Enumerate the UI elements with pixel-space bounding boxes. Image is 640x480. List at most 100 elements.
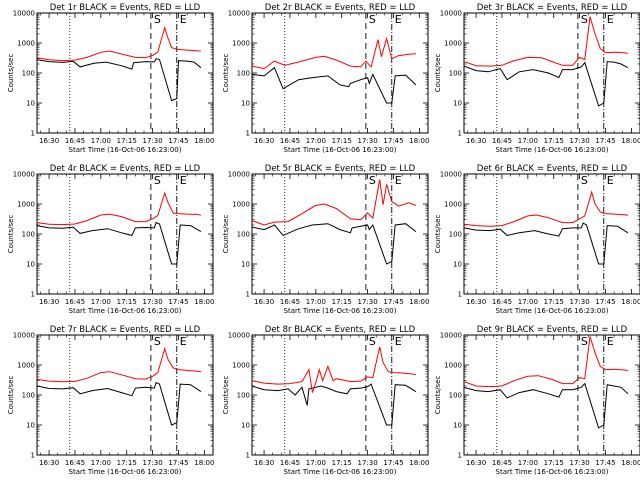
y-tick-label: 1000 (232, 201, 250, 209)
lld-series-line (37, 346, 201, 383)
y-tick-label: 1000 (444, 201, 462, 209)
x-tick-label: 17:45 (168, 459, 188, 467)
marker-label-s: S (369, 13, 376, 26)
marker-label-e: E (607, 335, 614, 348)
y-axis-label: Counts/sec (7, 215, 15, 254)
x-axis-label: Start Time (16-Oct-06 16:23:00) (69, 146, 182, 154)
x-axis-label: Start Time (16-Oct-06 16:23:00) (69, 307, 182, 315)
x-tick-label: 17:00 (91, 137, 111, 145)
x-tick-label: 16:45 (492, 459, 512, 467)
x-tick-label: 16:45 (65, 459, 85, 467)
y-tick-label: 100 (22, 392, 35, 400)
y-axis-label: Counts/sec (7, 54, 15, 93)
x-tick-label: 17:45 (595, 298, 615, 306)
panel-9: Det 9r BLACK = Events, RED = LLD 1 10 100 10… (434, 325, 640, 476)
y-tick-label: 100 (237, 231, 250, 239)
y-tick-label: 1000 (444, 40, 462, 48)
y-tick-label: 1 (246, 130, 250, 138)
x-tick-label: 16:30 (254, 298, 274, 306)
lld-series-line (464, 336, 628, 388)
events-series-line (37, 221, 202, 265)
panel-title: Det 2r BLACK = Events, RED = LLD (265, 3, 416, 13)
y-tick-label: 1 (458, 291, 462, 299)
y-tick-label: 100 (22, 231, 35, 239)
x-tick-label: 18:00 (194, 137, 214, 145)
y-tick-label: 1 (458, 452, 462, 460)
x-tick-label: 17:30 (570, 298, 590, 306)
panel-title: Det 9r BLACK = Events, RED = LLD (477, 325, 628, 335)
x-tick-label: 17:00 (306, 459, 326, 467)
y-tick-label: 10000 (13, 332, 35, 340)
y-tick-label: 10 (453, 100, 462, 108)
y-tick-label: 100 (237, 70, 250, 78)
y-axis-label: Counts/sec (222, 54, 230, 93)
x-axis-label: Start Time (16-Oct-06 16:23:00) (496, 307, 609, 315)
x-tick-label: 16:30 (466, 298, 486, 306)
y-tick-label: 10000 (13, 10, 35, 18)
y-tick-label: 1 (246, 452, 250, 460)
y-tick-label: 1000 (444, 362, 462, 370)
y-tick-label: 1000 (17, 362, 35, 370)
lld-series-line (37, 191, 202, 226)
x-tick-label: 17:15 (117, 459, 137, 467)
y-tick-label: 10000 (440, 171, 462, 179)
lld-series-line (252, 179, 417, 226)
x-tick-label: 18:00 (621, 137, 640, 145)
x-tick-label: 17:45 (595, 459, 615, 467)
x-tick-label: 17:00 (91, 298, 111, 306)
x-tick-label: 17:15 (544, 459, 564, 467)
y-tick-label: 10 (453, 261, 462, 269)
x-tick-label: 17:00 (91, 459, 111, 467)
marker-label-e: E (180, 174, 187, 187)
plot-frame (251, 173, 429, 295)
events-series-line (37, 58, 202, 102)
marker-label-s: S (154, 13, 161, 26)
x-tick-label: 16:30 (39, 298, 59, 306)
panel-7: Det 7r BLACK = Events, RED = LLD 1 10 100 10… (7, 325, 214, 476)
y-tick-label: 1000 (232, 362, 250, 370)
panel-1: Det 1r BLACK = Events, RED = LLD 1 10 100 10… (7, 3, 214, 154)
events-series-line (252, 383, 417, 426)
y-tick-label: 10000 (13, 171, 35, 179)
x-tick-label: 17:30 (143, 459, 163, 467)
x-tick-label: 18:00 (409, 459, 429, 467)
marker-label-s: S (581, 13, 588, 26)
x-tick-label: 18:00 (194, 459, 214, 467)
x-tick-label: 17:15 (117, 137, 137, 145)
x-axis-label: Start Time (16-Oct-06 16:23:00) (284, 468, 397, 476)
events-series-line (252, 66, 417, 104)
plot-frame (251, 12, 429, 134)
x-tick-label: 16:30 (254, 459, 274, 467)
panel-8: Det 8r BLACK = Events, RED = LLD 1 10 100 10… (222, 325, 429, 476)
x-tick-label: 17:30 (143, 137, 163, 145)
y-tick-label: 10000 (440, 10, 462, 18)
x-tick-label: 17:45 (595, 137, 615, 145)
marker-label-s: S (581, 335, 588, 348)
plot-frame (463, 173, 640, 295)
panel-5: Det 5r BLACK = Events, RED = LLD 1 10 100 10… (222, 164, 429, 315)
events-series-line (37, 381, 202, 426)
x-tick-label: 17:00 (518, 137, 538, 145)
x-tick-label: 17:45 (383, 459, 403, 467)
y-tick-label: 1 (31, 291, 35, 299)
x-tick-label: 16:45 (65, 298, 85, 306)
x-tick-label: 17:15 (544, 298, 564, 306)
y-tick-label: 10000 (228, 171, 250, 179)
y-tick-label: 10000 (228, 10, 250, 18)
marker-label-e: E (395, 335, 402, 348)
x-tick-label: 17:45 (383, 137, 403, 145)
events-series-line (464, 222, 629, 265)
events-series-line (464, 382, 629, 429)
x-tick-label: 17:45 (383, 298, 403, 306)
events-series-line (464, 61, 629, 107)
plot-frame (251, 334, 429, 456)
x-tick-label: 16:45 (280, 459, 300, 467)
plot-frame (463, 12, 640, 134)
x-tick-label: 18:00 (409, 298, 429, 306)
marker-label-e: E (180, 335, 187, 348)
y-tick-label: 100 (22, 70, 35, 78)
y-axis-label: Counts/sec (222, 376, 230, 415)
panel-3: Det 3r BLACK = Events, RED = LLD 1 10 100 10… (434, 3, 640, 154)
x-tick-label: 17:15 (332, 298, 352, 306)
